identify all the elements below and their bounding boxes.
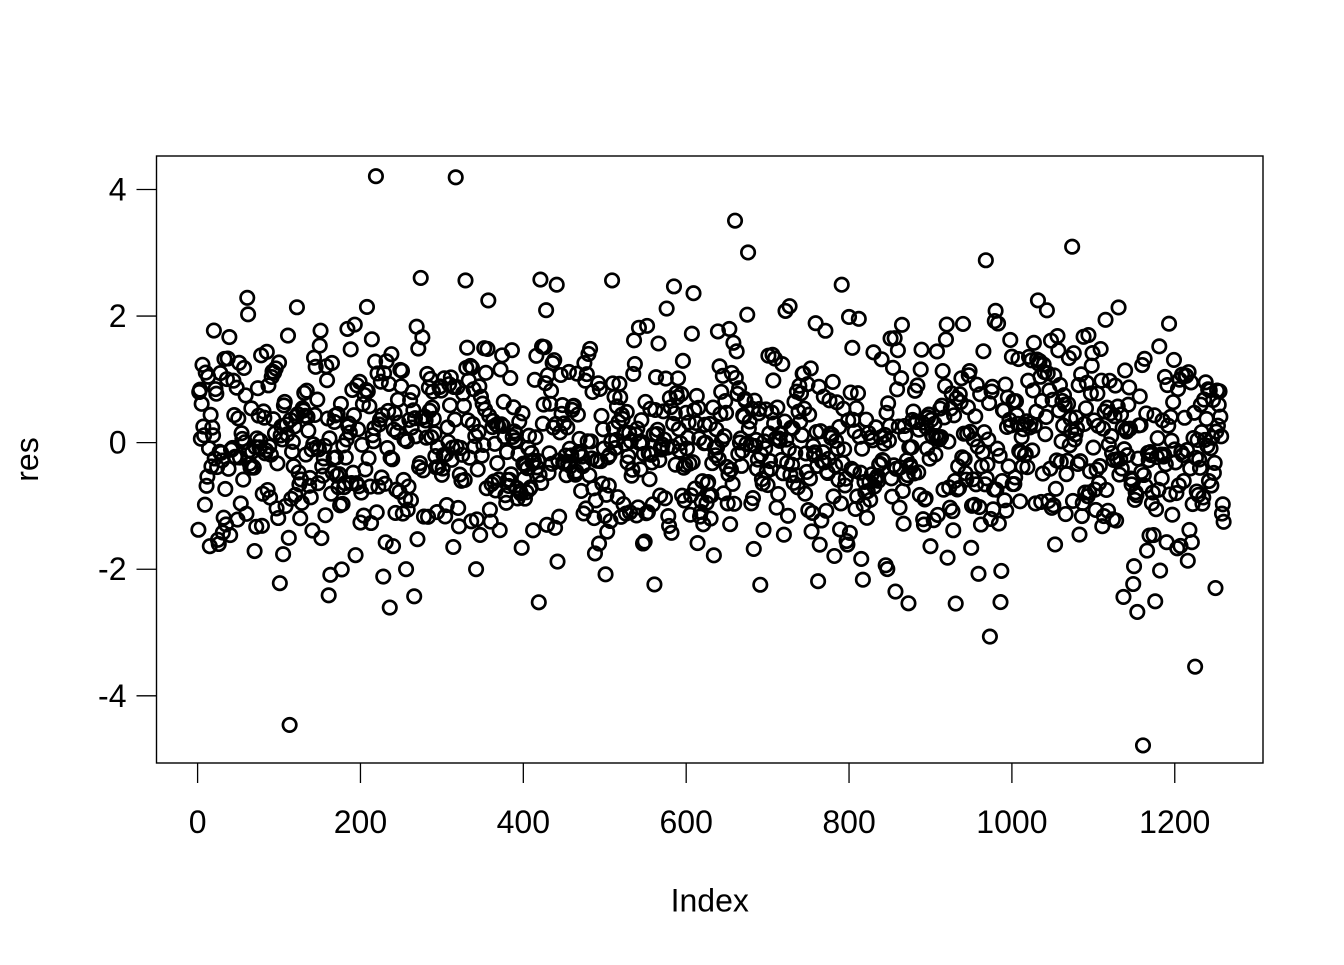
svg-text:-2: -2 — [98, 551, 126, 587]
svg-text:2: 2 — [109, 298, 127, 334]
svg-text:0: 0 — [189, 804, 207, 840]
svg-text:Index: Index — [671, 882, 749, 918]
svg-text:res: res — [9, 437, 45, 481]
svg-text:800: 800 — [822, 804, 875, 840]
svg-text:1200: 1200 — [1139, 804, 1210, 840]
svg-text:400: 400 — [497, 804, 550, 840]
svg-text:600: 600 — [659, 804, 712, 840]
svg-text:4: 4 — [109, 172, 127, 208]
svg-text:200: 200 — [334, 804, 387, 840]
svg-text:-4: -4 — [98, 678, 126, 714]
svg-text:0: 0 — [109, 425, 127, 461]
svg-text:1000: 1000 — [976, 804, 1047, 840]
